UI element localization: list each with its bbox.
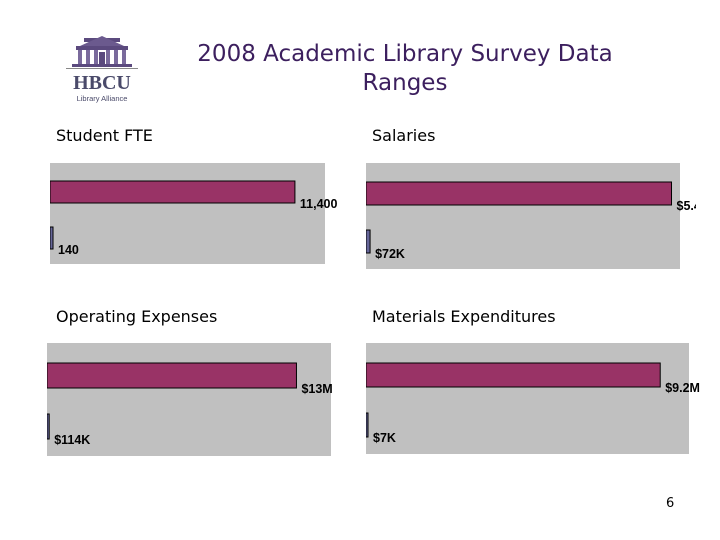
data-label-maximum: $9.2M: [665, 381, 700, 395]
data-label-minimum: $114K: [54, 433, 90, 447]
data-label-maximum: 11,400: [300, 197, 338, 211]
chart-title-operating-expenses: Operating Expenses: [56, 307, 218, 326]
bar-maximum: [50, 180, 296, 204]
data-label-minimum: 140: [58, 243, 79, 257]
materials-expenditures-chart: $9.2M $7K: [366, 343, 700, 454]
operating-expenses-chart: $13M $114K: [47, 343, 333, 456]
chart-title-salaries: Salaries: [372, 126, 436, 145]
data-label-minimum: $7K: [373, 431, 396, 445]
plot-area: [366, 343, 689, 454]
data-label-minimum: $72K: [375, 247, 405, 261]
data-label-maximum: $5.4M: [677, 199, 696, 213]
salaries-chart: $5.4M $72K: [366, 163, 696, 269]
logo-text-sub: Library Alliance: [77, 94, 128, 103]
plot-area: [366, 163, 680, 269]
bar-maximum: [47, 362, 297, 389]
bar-minimum: [50, 226, 54, 250]
bar-minimum: [47, 413, 50, 440]
library-building-icon: HBCU Library Alliance: [66, 36, 138, 103]
bar-minimum: [366, 229, 371, 254]
bar-maximum: [366, 181, 673, 206]
slide-title-line1: 2008 Academic Library Survey Data: [197, 41, 613, 67]
plot-area: [50, 163, 325, 264]
slide-title: 2008 Academic Library Survey Data Ranges: [175, 40, 635, 98]
chart-title-student-fte: Student FTE: [56, 126, 153, 145]
bar-minimum: [366, 412, 369, 438]
logo-text-main: HBCU: [73, 72, 131, 94]
slide-title-line2: Ranges: [362, 70, 448, 96]
bar-maximum: [366, 362, 661, 388]
student-fte-chart: 11,400 140: [50, 163, 338, 264]
plot-area: [47, 343, 331, 456]
chart-title-materials-expenditures: Materials Expenditures: [372, 307, 556, 326]
hbcu-logo: HBCU Library Alliance: [62, 34, 142, 106]
page-number: 6: [666, 496, 675, 511]
data-label-maximum: $13M: [301, 382, 332, 396]
